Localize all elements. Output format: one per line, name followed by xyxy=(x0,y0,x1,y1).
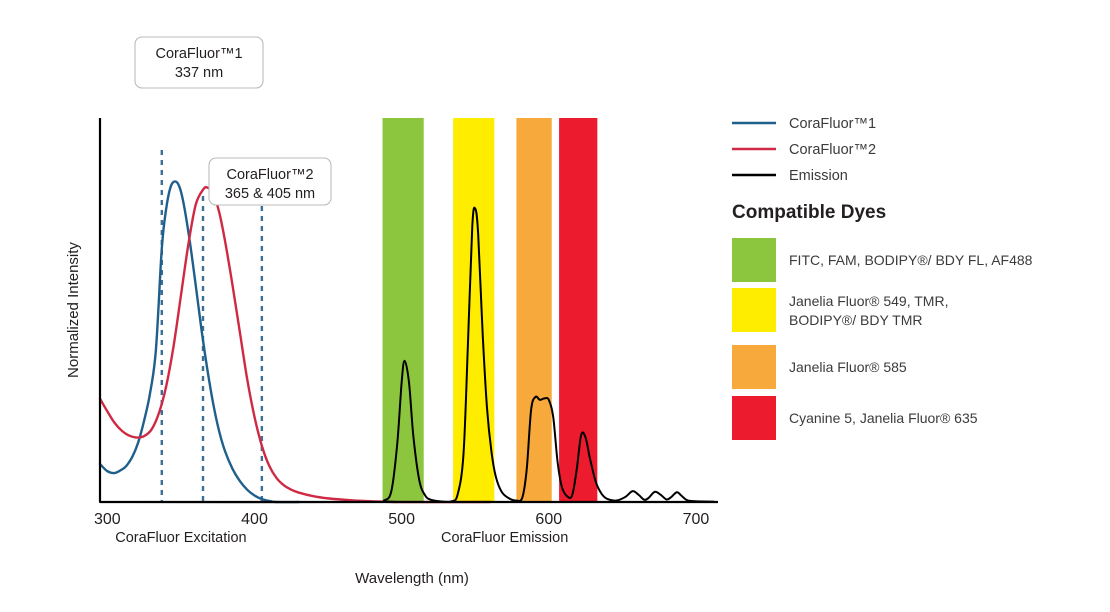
x-tick-label: 600 xyxy=(535,511,562,528)
red-band xyxy=(559,118,598,502)
x-axis-title: Wavelength (nm) xyxy=(355,570,469,587)
dye-label: Janelia Fluor® 549, TMR, xyxy=(789,293,948,309)
callout-box xyxy=(208,157,332,206)
callout-box xyxy=(134,36,264,89)
dye-label: Janelia Fluor® 585 xyxy=(789,359,907,375)
callout-value: 365 & 405 nm xyxy=(225,186,315,202)
spectra-curves xyxy=(98,180,715,504)
dye-swatch xyxy=(732,238,776,282)
x-tick-label: 300 xyxy=(94,511,121,528)
emission-bands xyxy=(382,118,598,502)
axes: 300 400 500 600 700 Normalized Intensity Wavel… xyxy=(65,118,718,587)
dye-label: FITC, FAM, BODIPY®/ BDY FL, AF488 xyxy=(789,252,1033,268)
callout-title: CoraFluor™1 xyxy=(155,46,242,62)
excitation-marker-lines xyxy=(160,150,264,502)
dyes-heading: Compatible Dyes xyxy=(732,202,886,223)
curve-CoraFluor2 xyxy=(98,185,492,504)
dye-swatch xyxy=(732,396,776,440)
x-tick-label: 700 xyxy=(683,511,710,528)
x-tick-label: 400 xyxy=(241,511,268,528)
curve-Emission xyxy=(99,206,715,504)
dye-label-line2: BODIPY®/ BDY TMR xyxy=(789,312,923,328)
legend-label: CoraFluor™2 xyxy=(789,142,876,158)
annotation-callouts: CoraFluor™1 337 nm CoraFluor™2 365 & 405 nm xyxy=(134,36,332,206)
dye-swatch xyxy=(732,345,776,389)
x-tick-label: 500 xyxy=(388,511,415,528)
legend-label: Emission xyxy=(789,168,848,184)
dye-label: Cyanine 5, Janelia Fluor® 635 xyxy=(789,410,978,426)
y-axis-title: Normalized Intensity xyxy=(65,242,82,378)
green-band xyxy=(382,118,424,502)
curve-CoraFluor1 xyxy=(98,180,300,504)
callout-title: CoraFluor™2 xyxy=(226,167,313,183)
orange-band xyxy=(516,118,552,502)
region-label: CoraFluor Excitation xyxy=(115,530,246,546)
dye-swatch xyxy=(732,288,776,332)
callout-value: 337 nm xyxy=(175,65,223,81)
legend-label: CoraFluor™1 xyxy=(789,116,876,132)
region-label: CoraFluor Emission xyxy=(441,530,568,546)
legend: CoraFluor™1 CoraFluor™2 Emission xyxy=(732,116,876,184)
yellow-band xyxy=(453,118,495,502)
compatible-dyes-panel: Compatible Dyes FITC, FAM, BODIPY®/ BDY F… xyxy=(732,202,1033,440)
